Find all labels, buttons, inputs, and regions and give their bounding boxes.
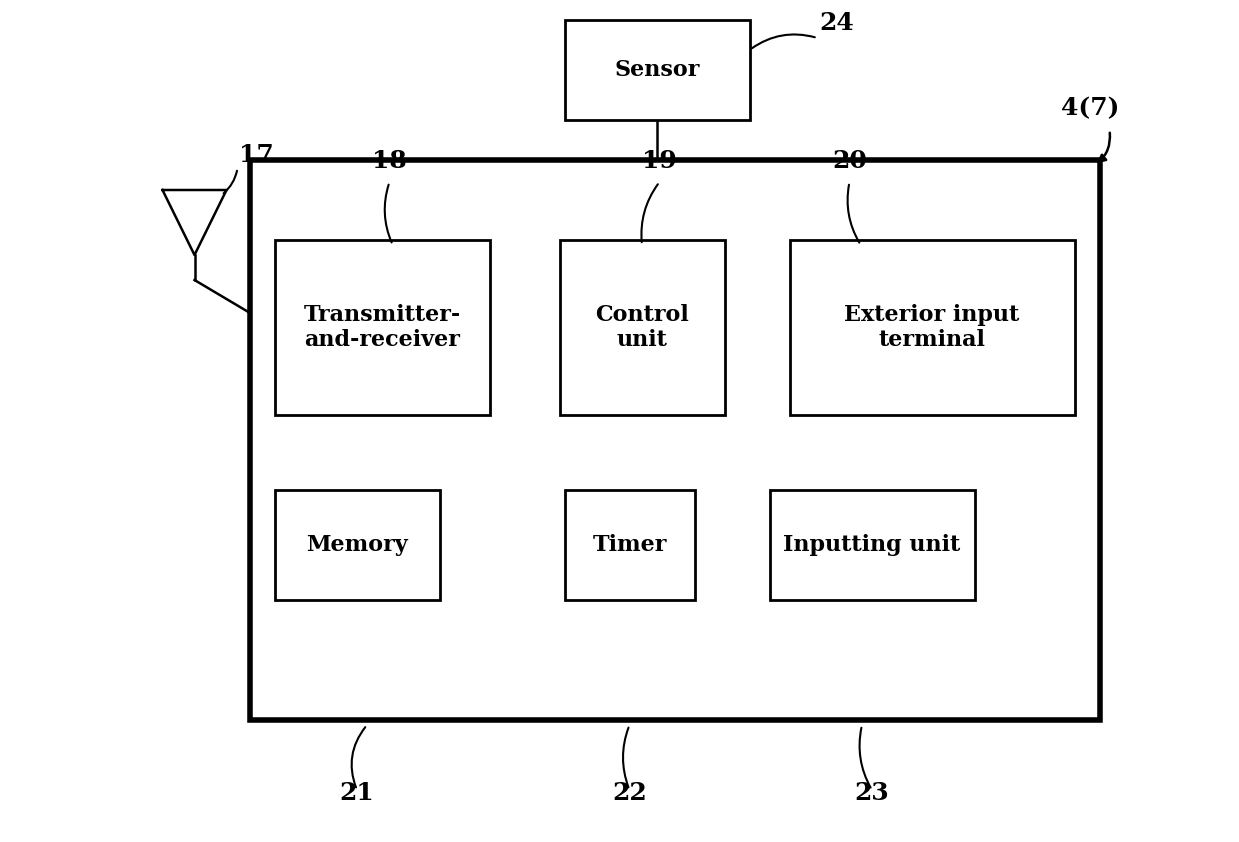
Text: 24: 24: [819, 11, 854, 35]
Bar: [789, 240, 1074, 415]
Text: Timer: Timer: [592, 534, 667, 556]
Text: 20: 20: [833, 149, 867, 173]
Bar: [249, 160, 1099, 720]
Text: Control
unit: Control unit: [595, 304, 689, 351]
Bar: [565, 20, 750, 120]
Bar: [565, 490, 695, 600]
Text: 18: 18: [372, 149, 406, 173]
Text: 21: 21: [339, 781, 374, 805]
Text: Memory: Memory: [306, 534, 408, 556]
Text: 17: 17: [239, 143, 274, 167]
Text: 19: 19: [642, 149, 676, 173]
Bar: [560, 240, 725, 415]
Text: Transmitter-
and-receiver: Transmitter- and-receiver: [304, 304, 461, 351]
Bar: [769, 490, 975, 600]
Text: Sensor: Sensor: [615, 59, 700, 81]
Text: Inputting unit: Inputting unit: [783, 534, 960, 556]
Text: Exterior input
terminal: Exterior input terminal: [844, 304, 1020, 351]
Bar: [275, 240, 489, 415]
Text: 4(7): 4(7): [1061, 96, 1120, 120]
Bar: [275, 490, 440, 600]
Text: 22: 22: [612, 781, 647, 805]
Text: 23: 23: [855, 781, 890, 805]
